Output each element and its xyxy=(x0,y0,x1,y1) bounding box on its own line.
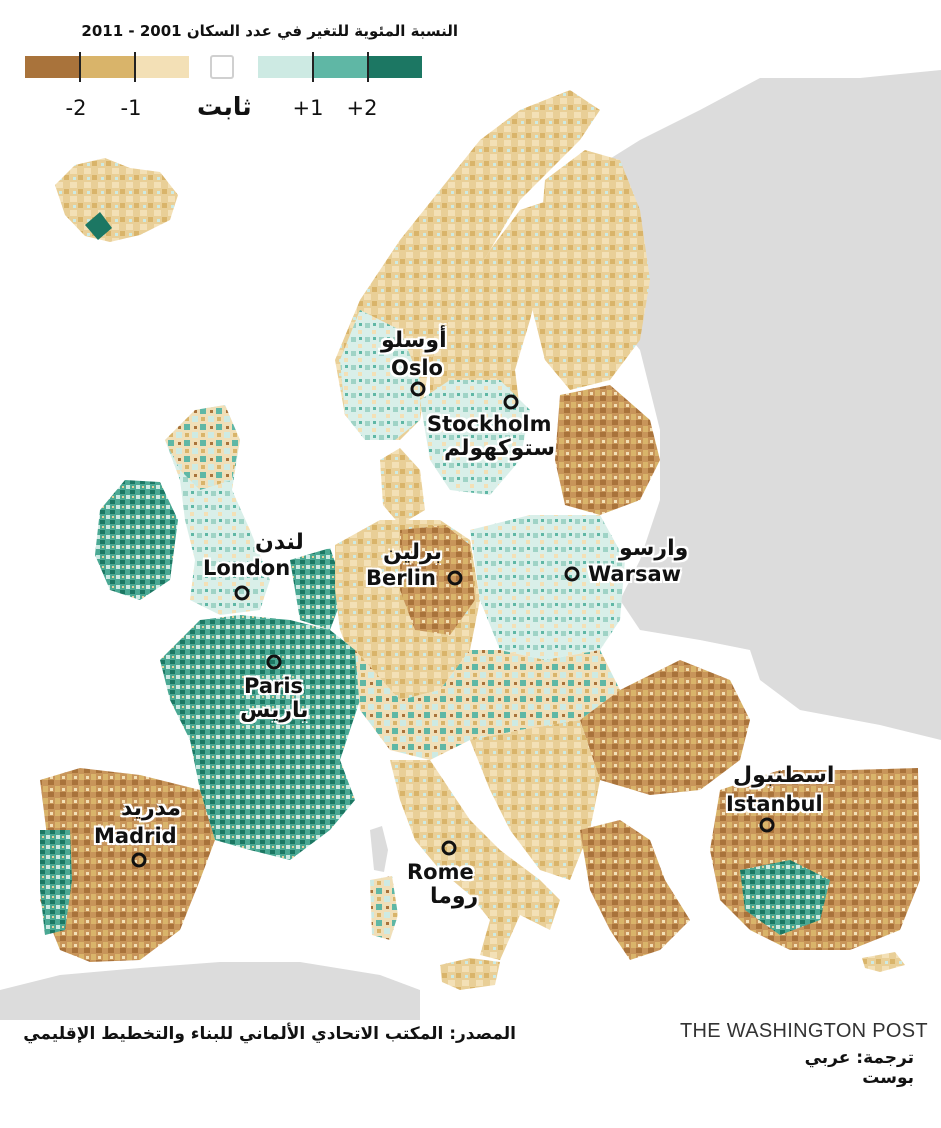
city-label-ar: اسطنبول xyxy=(733,763,835,788)
region-east-germany xyxy=(400,525,475,635)
legend-tick xyxy=(312,52,314,82)
region-sweden-south xyxy=(420,380,530,495)
legend-swatch-stable xyxy=(210,55,234,79)
city-label-ar: لندن xyxy=(255,530,304,555)
city-marker-icon xyxy=(410,381,426,397)
legend-label-plus1: +1 xyxy=(292,96,324,120)
region-sicily xyxy=(440,958,500,990)
legend-swatch-growth xyxy=(313,56,367,78)
region-poland xyxy=(470,515,625,660)
region-scotland xyxy=(165,405,240,490)
region-italy xyxy=(390,760,560,960)
legend-swatch-decline xyxy=(80,56,134,78)
legend-swatch-decline-light xyxy=(135,56,189,78)
region-sardinia xyxy=(370,876,398,940)
legend-label-plus2: +2 xyxy=(346,96,378,120)
city-label-ar: روما xyxy=(430,884,479,909)
city-label-ar: باريس xyxy=(240,698,309,723)
nodata-land-corsica xyxy=(370,826,388,872)
legend-swatch-growth-strong xyxy=(368,56,422,78)
legend-label-minus2: -2 xyxy=(65,96,87,120)
translation-credit: ترجمة: عربي بوست xyxy=(804,1048,914,1088)
city-label-en: Paris xyxy=(244,674,304,698)
legend-swatch-growth-light xyxy=(258,56,312,78)
legend-label-stable: ثابت xyxy=(197,92,252,121)
region-balkans xyxy=(470,720,600,880)
region-central-europe xyxy=(355,650,620,760)
region-ireland xyxy=(95,480,178,600)
city-label-en: London xyxy=(203,556,291,580)
region-turkey-growth xyxy=(740,860,830,935)
city-marker-icon xyxy=(503,394,519,410)
city-marker-icon xyxy=(234,585,250,601)
legend-tick xyxy=(367,52,369,82)
city-marker-icon xyxy=(266,654,282,670)
city-marker-icon xyxy=(564,566,580,582)
city-label-en: Oslo xyxy=(391,356,443,380)
city-label-en: Istanbul xyxy=(726,792,823,816)
city-marker-icon xyxy=(447,570,463,586)
region-iceland-south xyxy=(85,212,112,240)
city-label-en: Warsaw xyxy=(588,562,682,586)
city-label-ar: أوسلو xyxy=(381,328,447,353)
region-romania xyxy=(580,660,750,795)
region-greece xyxy=(580,820,690,960)
nodata-land-east xyxy=(560,70,941,740)
source-note: المصدر: المكتب الاتحادي الألماني للبناء … xyxy=(23,1024,516,1044)
city-label-ar: وارسو xyxy=(619,536,689,561)
region-portugal xyxy=(40,830,72,935)
city-label-ar: مدريد xyxy=(121,796,181,821)
legend-tick xyxy=(134,52,136,82)
city-label-en: Rome xyxy=(407,860,474,884)
map-title: النسبة المئوية للتغير في عدد السكان 2001… xyxy=(81,22,458,40)
city-label-en: Madrid xyxy=(94,824,177,848)
city-label-en: Berlin xyxy=(366,566,436,590)
region-finland xyxy=(530,150,650,390)
city-marker-icon xyxy=(131,852,147,868)
city-label-ar: ستوكهولم xyxy=(444,436,556,461)
region-cyprus xyxy=(862,952,905,972)
region-spain xyxy=(40,768,215,962)
brand-logo: THE WASHINGTON POST xyxy=(680,1020,928,1042)
region-norway-coast xyxy=(340,310,420,440)
legend-swatch-decline-strong xyxy=(25,56,79,78)
city-marker-icon xyxy=(441,840,457,856)
nodata-land-africa xyxy=(0,962,420,1020)
city-marker-icon xyxy=(759,817,775,833)
region-baltics xyxy=(555,385,660,515)
region-denmark xyxy=(380,448,425,525)
region-iceland xyxy=(55,158,178,242)
legend-label-minus1: -1 xyxy=(120,96,142,120)
region-benelux xyxy=(290,548,345,630)
city-label-en: Stockholm xyxy=(427,412,552,436)
region-france xyxy=(160,615,360,860)
legend-tick xyxy=(79,52,81,82)
city-label-ar: برلين xyxy=(383,540,442,565)
